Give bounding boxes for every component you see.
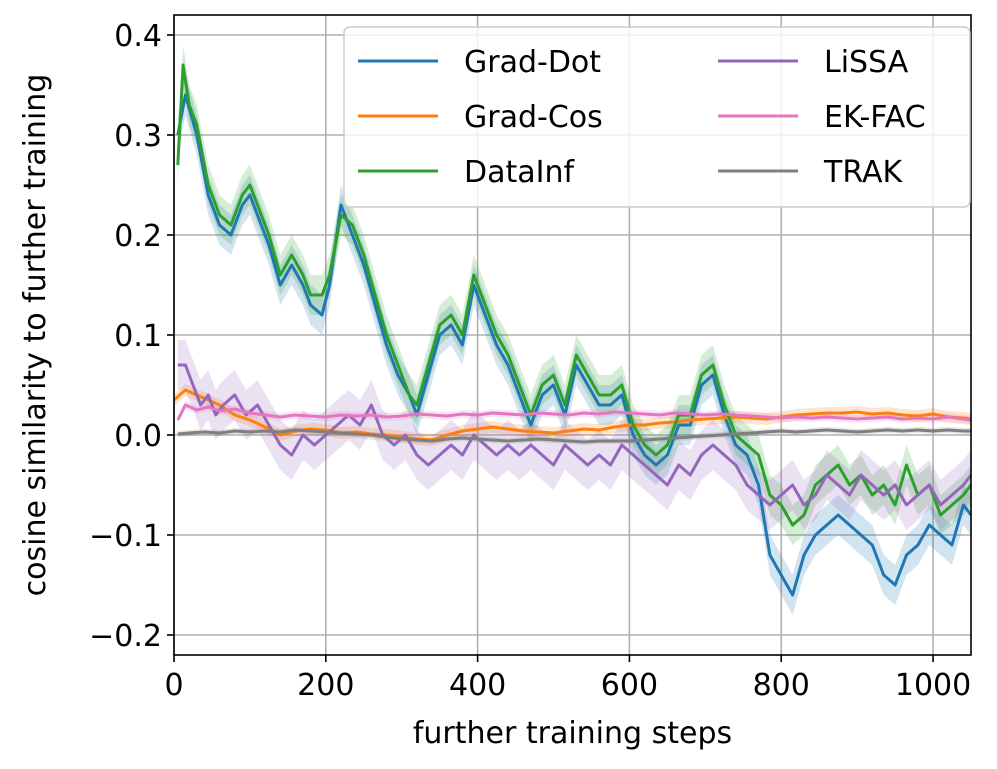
grad-cos-band [174,384,971,446]
lissa-band [177,340,972,530]
legend-label-datainf: DataInf [464,155,575,190]
x-tick-label: 0 [164,668,183,703]
lissa-line [177,363,973,507]
legend-frame [343,26,971,208]
legend-label-trak: TRAK [823,155,903,190]
x-tick-label: 600 [601,668,658,703]
legend: Grad-Dot Grad-Cos DataInf LiSSA EK-FAC TRAK [343,26,971,208]
x-tick-label: 1000 [895,668,971,703]
datainf-line [176,63,973,527]
legend-label-ek-fac: EK-FAC [824,100,926,135]
y-tick-label: 0.1 [114,319,162,354]
legend-label-lissa: LiSSA [824,45,909,80]
y-axis-label: cosine similarity to further training [18,74,53,597]
y-tick-label: −0.2 [89,619,162,654]
y-tick-label: 0.2 [114,219,162,254]
y-tick-label: −0.1 [89,519,162,554]
legend-label-grad-dot: Grad-Dot [464,45,601,80]
y-tick-label: 0.3 [114,119,162,154]
series-lines [173,63,973,597]
datainf-band [177,45,972,545]
x-axis-label: further training steps [413,716,732,751]
trak-line [177,428,971,444]
axis-ticks: 0 200 400 600 800 1000 −0.2 −0.1 0.0 0.1 0.2 0.3 0.4 [89,19,971,703]
y-tick-label: 0.4 [114,19,162,54]
ek-fac-line [176,403,972,422]
x-tick-label: 200 [297,668,354,703]
y-tick-label: 0.0 [114,419,162,454]
legend-label-grad-cos: Grad-Cos [464,100,603,135]
x-tick-label: 800 [753,668,810,703]
x-tick-label: 400 [449,668,506,703]
